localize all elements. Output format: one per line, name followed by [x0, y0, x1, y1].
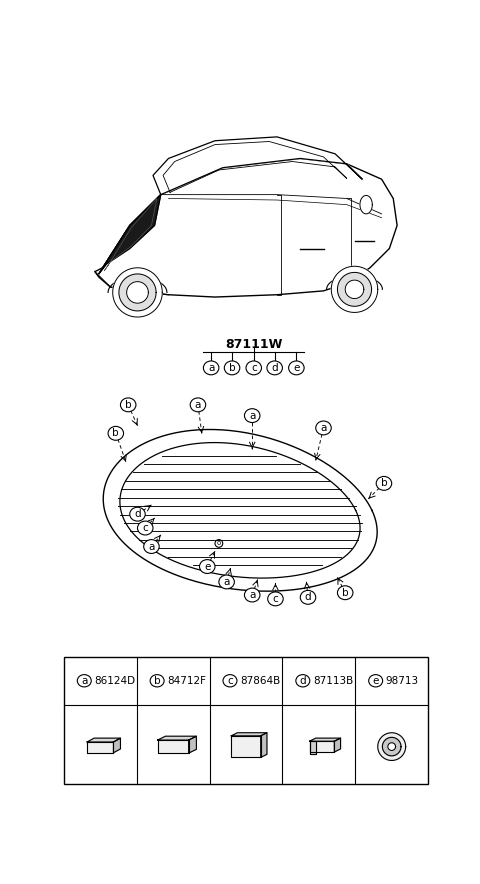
Ellipse shape: [144, 539, 159, 553]
Text: 86124D: 86124D: [95, 675, 135, 686]
Polygon shape: [157, 740, 189, 753]
Polygon shape: [99, 194, 161, 274]
Polygon shape: [383, 737, 401, 756]
Text: c: c: [273, 594, 278, 604]
Polygon shape: [231, 733, 267, 735]
Polygon shape: [231, 735, 261, 758]
Polygon shape: [388, 743, 396, 751]
Ellipse shape: [137, 521, 153, 535]
Text: e: e: [372, 675, 379, 686]
Text: a: a: [208, 362, 214, 373]
Polygon shape: [127, 282, 148, 303]
Ellipse shape: [77, 674, 91, 687]
Text: b: b: [342, 588, 348, 598]
Polygon shape: [153, 137, 362, 194]
Text: a: a: [249, 411, 255, 421]
Polygon shape: [119, 274, 156, 311]
Polygon shape: [113, 738, 120, 753]
Ellipse shape: [200, 560, 215, 574]
Polygon shape: [157, 736, 196, 740]
Ellipse shape: [204, 361, 219, 375]
Ellipse shape: [219, 575, 234, 589]
Ellipse shape: [268, 592, 283, 606]
Text: a: a: [81, 675, 87, 686]
Polygon shape: [378, 733, 406, 760]
Ellipse shape: [130, 507, 145, 521]
Polygon shape: [87, 742, 113, 753]
Text: c: c: [227, 675, 233, 686]
Polygon shape: [261, 733, 267, 758]
Polygon shape: [360, 195, 372, 214]
Text: a: a: [223, 577, 230, 587]
Text: 98713: 98713: [386, 675, 419, 686]
Text: c: c: [251, 362, 257, 373]
Text: 84712F: 84712F: [167, 675, 206, 686]
Ellipse shape: [108, 426, 123, 440]
Ellipse shape: [337, 586, 353, 599]
Ellipse shape: [244, 588, 260, 602]
Ellipse shape: [246, 361, 262, 375]
Text: b: b: [125, 400, 132, 410]
Ellipse shape: [267, 361, 282, 375]
Ellipse shape: [300, 591, 316, 605]
Polygon shape: [87, 738, 120, 742]
Ellipse shape: [120, 398, 136, 412]
Polygon shape: [331, 266, 378, 312]
Text: b: b: [154, 675, 160, 686]
Ellipse shape: [190, 398, 206, 412]
Text: b: b: [381, 478, 387, 488]
Bar: [64, 657, 428, 784]
Ellipse shape: [244, 408, 260, 423]
Text: b: b: [229, 362, 235, 373]
Text: b: b: [112, 429, 119, 438]
Ellipse shape: [316, 421, 331, 435]
Ellipse shape: [369, 674, 383, 687]
Polygon shape: [103, 430, 377, 591]
Text: d: d: [300, 675, 306, 686]
Ellipse shape: [223, 674, 237, 687]
Polygon shape: [95, 158, 397, 297]
Text: 87111W: 87111W: [225, 339, 282, 351]
Text: e: e: [293, 362, 300, 373]
Ellipse shape: [288, 361, 304, 375]
Ellipse shape: [296, 674, 310, 687]
Polygon shape: [310, 741, 316, 753]
Ellipse shape: [224, 361, 240, 375]
Text: e: e: [204, 561, 210, 572]
Ellipse shape: [376, 476, 392, 491]
Polygon shape: [337, 272, 372, 306]
Polygon shape: [113, 268, 162, 317]
Text: a: a: [148, 542, 155, 552]
Ellipse shape: [150, 674, 164, 687]
Text: a: a: [320, 423, 327, 433]
Text: d: d: [271, 362, 278, 373]
Text: a: a: [195, 400, 201, 410]
Text: o: o: [217, 540, 221, 546]
Polygon shape: [189, 736, 196, 753]
Polygon shape: [120, 443, 360, 578]
Polygon shape: [335, 738, 340, 752]
Polygon shape: [345, 280, 364, 299]
Text: d: d: [305, 592, 312, 602]
Text: a: a: [249, 590, 255, 600]
Text: c: c: [143, 523, 148, 533]
Text: d: d: [134, 509, 141, 519]
Text: 87113B: 87113B: [313, 675, 353, 686]
Polygon shape: [310, 738, 340, 741]
Text: 87864B: 87864B: [240, 675, 280, 686]
Polygon shape: [310, 741, 335, 752]
